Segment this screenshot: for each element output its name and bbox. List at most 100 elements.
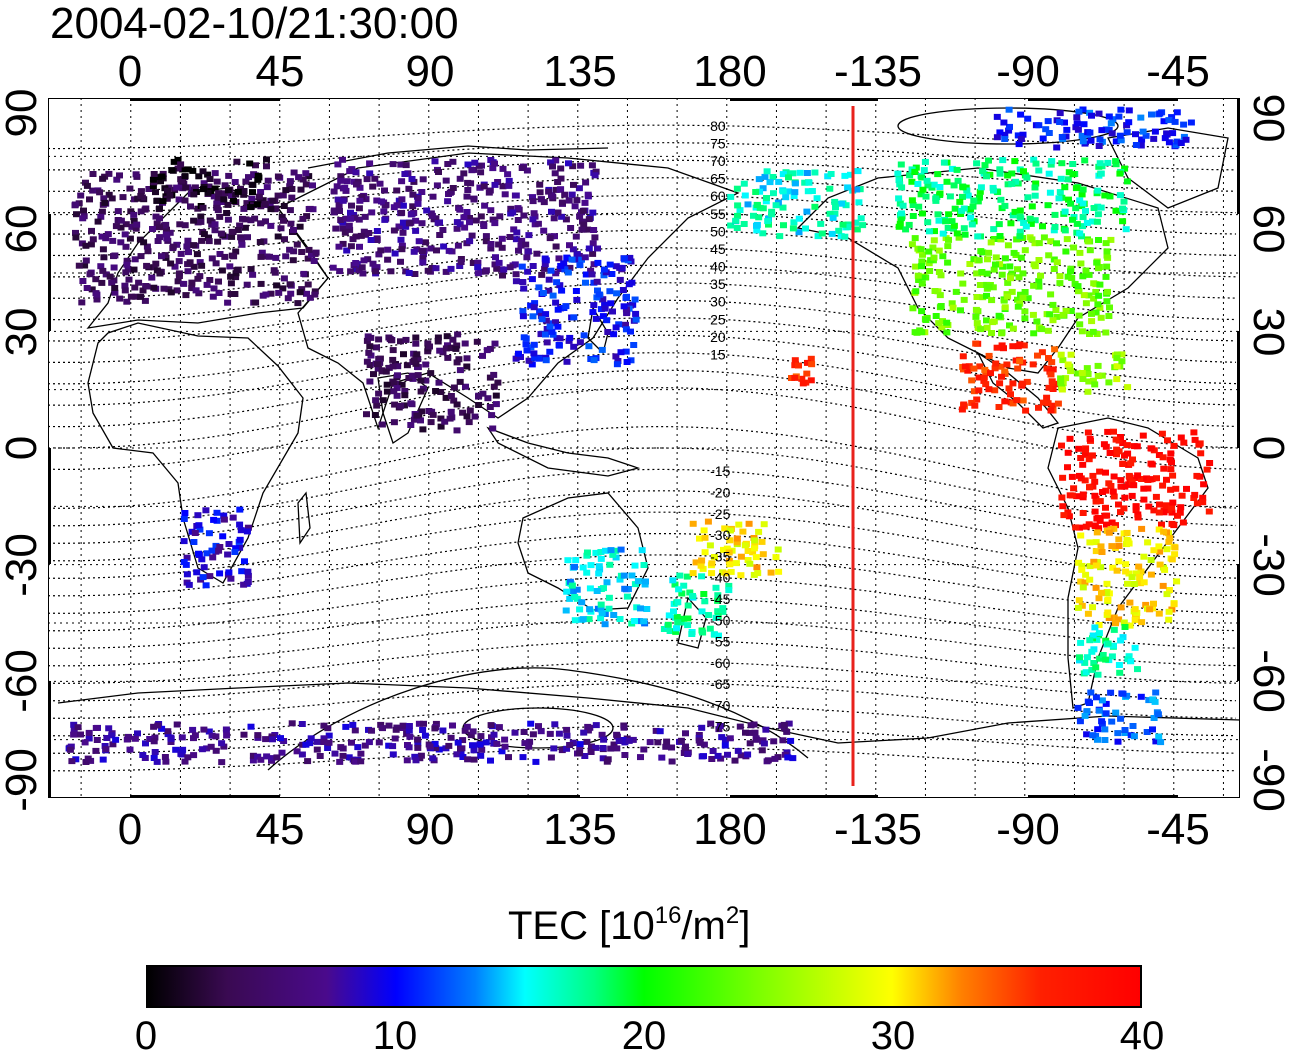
tec-cell (1102, 240, 1110, 247)
tec-cell (1077, 639, 1085, 646)
tec-cell (656, 728, 664, 735)
tec-cell (308, 251, 315, 258)
tec-cell (1062, 248, 1070, 255)
tec-cell (1109, 488, 1117, 495)
tec-cell (595, 291, 603, 298)
tec-cell (1077, 260, 1085, 267)
tec-cell (930, 181, 938, 188)
colorbar-title: TEC [1016/m2] (508, 902, 751, 949)
tec-cell (537, 196, 545, 203)
tec-cell (1112, 709, 1120, 716)
tec-cell (654, 739, 662, 746)
tec-cell (414, 736, 422, 743)
tec-cell (482, 233, 490, 240)
tec-cell (1095, 110, 1103, 117)
tec-cell (803, 170, 811, 176)
tec-cell (1174, 512, 1181, 519)
tec-cell (760, 740, 768, 747)
tec-cell (1090, 295, 1098, 302)
tec-cell (1112, 138, 1120, 145)
tec-cell (537, 312, 545, 319)
tec-cell (944, 259, 952, 266)
tec-cell (934, 171, 942, 178)
tec-cell (1093, 515, 1101, 522)
colorbar-tick: 40 (1119, 1014, 1165, 1058)
tec-cell (934, 211, 942, 218)
tec-cell (789, 755, 797, 762)
tec-cell (1115, 558, 1123, 565)
tec-cell (1115, 113, 1123, 120)
tec-cell (1019, 131, 1027, 138)
tec-cell (945, 236, 952, 243)
tec-cell (758, 538, 766, 545)
tec-cell (1001, 136, 1009, 142)
tec-cell (799, 380, 807, 387)
tec-cell (826, 185, 834, 192)
tec-cell (491, 181, 499, 188)
tec-cell (190, 191, 198, 198)
tec-cell (524, 248, 532, 255)
tec-cell (610, 741, 618, 748)
tec-cell (790, 193, 798, 199)
tec-cell (1065, 169, 1073, 176)
magnetic-contour (48, 575, 1237, 632)
tec-cell (745, 729, 753, 736)
tec-cell (374, 365, 382, 372)
tec-cell (930, 254, 938, 261)
tec-cell (244, 579, 252, 585)
tec-cell (358, 264, 366, 271)
tec-cell (967, 214, 975, 221)
tec-cell (198, 262, 206, 269)
tec-cell (601, 305, 609, 312)
tec-cell (1102, 710, 1110, 717)
tec-cell (156, 270, 164, 277)
tec-cell (586, 585, 594, 592)
tec-cell (1177, 434, 1185, 441)
tec-cell (605, 605, 613, 612)
tec-cell (205, 530, 213, 537)
tec-cell (355, 267, 363, 274)
tec-cell (1009, 325, 1017, 332)
tec-cell (337, 217, 345, 223)
tec-cell (1096, 281, 1104, 288)
tec-cell (1089, 218, 1096, 225)
tec-cell (970, 365, 978, 372)
contour-label: -55 (710, 634, 730, 650)
tec-cell (595, 563, 603, 570)
tec-cell (1076, 654, 1083, 661)
tec-cell (500, 266, 508, 273)
tec-cell (992, 360, 1000, 367)
tec-cell (363, 358, 371, 365)
tec-cell (228, 233, 236, 240)
tec-cell (331, 750, 339, 757)
tec-cell (515, 247, 522, 254)
tec-cell (615, 738, 623, 744)
tec-cell (1035, 278, 1043, 285)
tec-cell (1044, 202, 1052, 209)
tec-cell (766, 179, 774, 186)
tec-cell (361, 213, 369, 220)
tec-cell (1086, 637, 1094, 644)
tec-cell (1098, 697, 1106, 704)
tec-cell (936, 184, 944, 190)
tec-cell (409, 375, 417, 382)
tec-cell (394, 363, 402, 370)
tec-cell (1067, 268, 1074, 275)
tec-cell (961, 231, 969, 238)
tec-cell (1058, 134, 1066, 140)
tec-cell (1119, 218, 1127, 225)
tec-cell (658, 754, 666, 761)
tec-cell (351, 727, 359, 734)
tec-cell (525, 232, 533, 239)
tec-cell (366, 378, 374, 385)
tec-cell (72, 234, 80, 241)
tec-cell (1191, 491, 1199, 498)
tec-cell (740, 180, 748, 187)
tec-cell (529, 216, 537, 223)
tec-cell (447, 265, 455, 272)
tec-cell (564, 269, 572, 276)
tec-cell (172, 746, 180, 753)
tec-cell (518, 165, 526, 171)
tec-cell (1073, 493, 1081, 500)
tec-cell (280, 203, 288, 209)
